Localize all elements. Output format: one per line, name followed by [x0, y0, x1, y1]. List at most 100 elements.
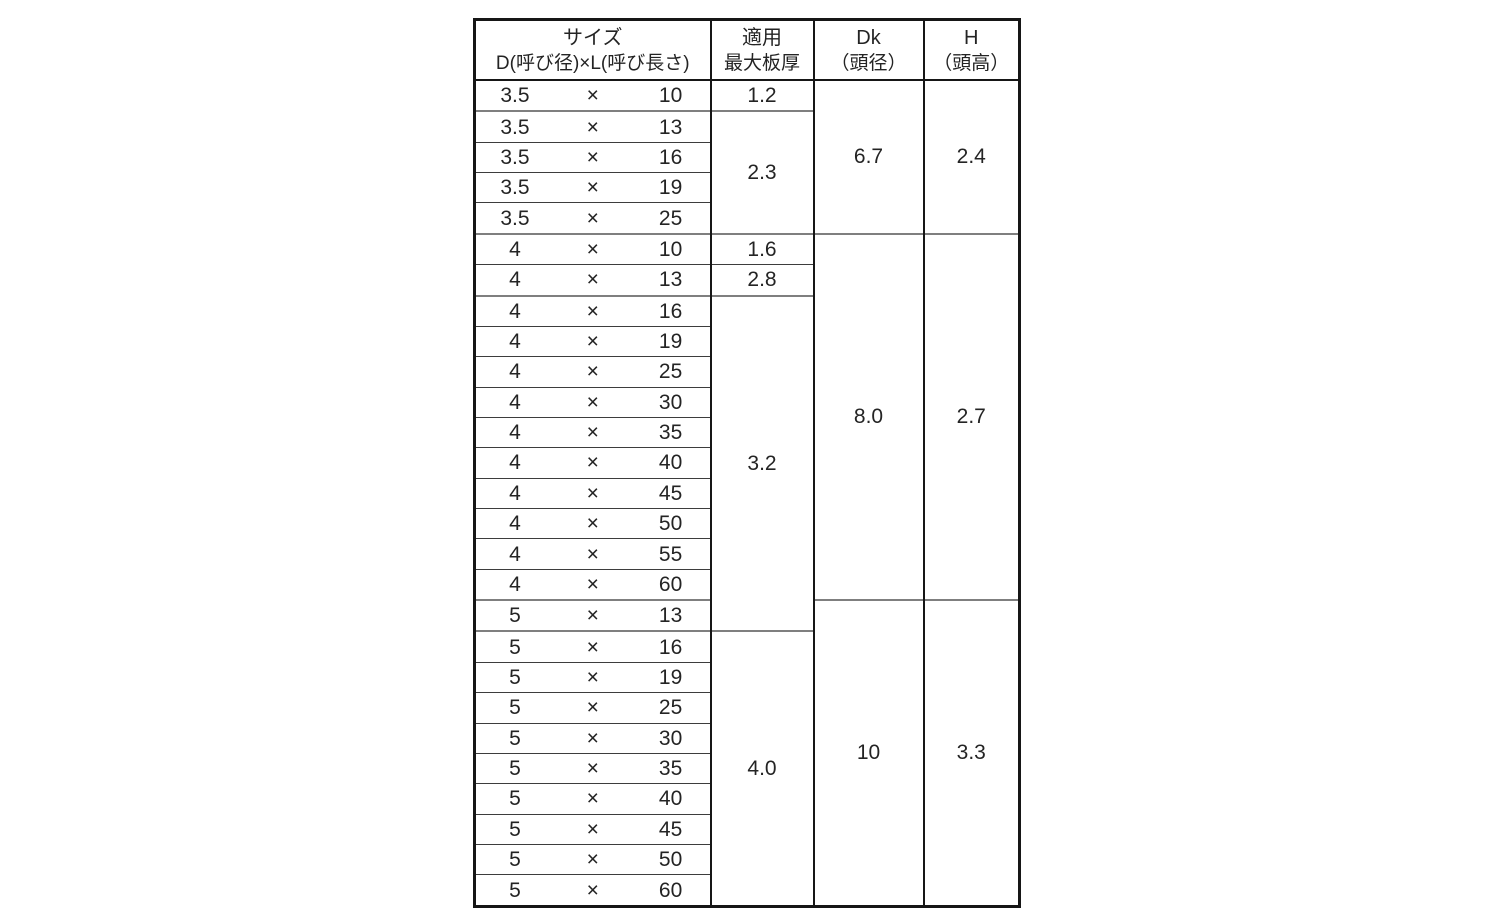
thickness-header-subtitle: 最大板厚 — [723, 53, 800, 74]
size-value: 4 × 16 — [476, 301, 710, 322]
l-value: 45 — [658, 817, 683, 841]
size-cell: 3.5 × 10 — [473, 79, 712, 112]
size-value: 5 × 60 — [476, 880, 710, 901]
size-cell: 4 × 55 — [473, 538, 712, 570]
d-value: 4 — [509, 330, 521, 354]
table-row: 4 × 55 — [473, 538, 1020, 570]
multiply-icon: × — [586, 237, 599, 261]
size-cell: 4 × 10 — [473, 232, 712, 266]
col-header-size: サイズ D(呼び径)×L(呼び長さ) — [473, 19, 712, 81]
size-cell: 5 × 50 — [473, 843, 712, 876]
l-value: 16 — [658, 145, 683, 169]
table-row: 4 × 50 — [473, 508, 1020, 540]
d-value: 3.5 — [500, 206, 530, 230]
l-value: 25 — [658, 696, 683, 720]
multiply-icon: × — [586, 757, 599, 781]
multiply-icon: × — [586, 512, 599, 536]
size-value: 4 × 55 — [476, 544, 710, 565]
multiply-icon: × — [586, 848, 599, 872]
size-value: 3.5 × 16 — [476, 147, 710, 168]
d-value: 5 — [509, 757, 521, 781]
size-cell: 5 × 25 — [473, 692, 712, 724]
l-value: 13 — [658, 268, 683, 292]
l-value: 40 — [658, 451, 683, 475]
multiply-icon: × — [586, 542, 599, 566]
size-value: 5 × 45 — [476, 819, 710, 840]
max-plate-thickness-cell: 1.2 — [709, 79, 815, 112]
l-value: 35 — [658, 421, 683, 445]
d-value: 4 — [509, 299, 521, 323]
size-value: 3.5 × 25 — [476, 208, 710, 229]
d-value: 4 — [509, 451, 521, 475]
multiply-icon: × — [586, 817, 599, 841]
size-value: 4 × 60 — [476, 574, 710, 595]
table-row: 5 × 16 4.0 — [473, 630, 1020, 907]
l-value: 25 — [658, 360, 683, 384]
header-row: サイズ D(呼び径)×L(呼び長さ) 適用 最大板厚 Dk （頭径） H （頭高… — [473, 19, 1021, 81]
size-cell: 4 × 45 — [473, 477, 712, 510]
d-value: 4 — [509, 481, 521, 505]
d-value: 4 — [509, 268, 521, 292]
l-value: 50 — [658, 512, 683, 536]
multiply-icon: × — [586, 268, 599, 292]
size-value: 4 × 30 — [476, 392, 710, 413]
head-height-cell: 2.7 — [922, 232, 1021, 601]
multiply-icon: × — [586, 84, 599, 108]
size-cell: 4 × 30 — [473, 386, 712, 418]
screw-spec-table: サイズ D(呼び径)×L(呼び長さ) 適用 最大板厚 Dk （頭径） H （頭高… — [473, 18, 1021, 908]
size-value: 5 × 13 — [476, 605, 710, 626]
multiply-icon: × — [586, 481, 599, 505]
multiply-icon: × — [586, 330, 599, 354]
table-row: 5 × 19 — [473, 661, 1020, 694]
l-value: 19 — [658, 666, 683, 689]
d-value: 4 — [509, 360, 521, 384]
d-value: 5 — [509, 696, 521, 720]
multiply-icon: × — [586, 176, 599, 200]
multiply-icon: × — [586, 604, 599, 628]
spec-table-header: サイズ D(呼び径)×L(呼び長さ) 適用 最大板厚 Dk （頭径） H （頭高… — [473, 19, 1021, 81]
multiply-icon: × — [586, 360, 599, 384]
d-value: 5 — [509, 878, 521, 902]
size-cell: 4 × 19 — [473, 325, 712, 358]
multiply-icon: × — [586, 696, 599, 720]
size-value: 4 × 40 — [476, 452, 710, 473]
size-cell: 5 × 16 — [473, 630, 712, 663]
size-value: 4 × 35 — [476, 422, 710, 443]
size-cell: 4 × 50 — [473, 508, 712, 540]
table-row: 5 × 45 — [473, 813, 1020, 845]
head-height-cell: 3.3 — [922, 599, 1021, 907]
multiply-icon: × — [586, 421, 599, 445]
d-value: 4 — [509, 237, 521, 261]
l-value: 30 — [658, 726, 683, 750]
l-value: 40 — [658, 787, 683, 811]
size-cell: 5 × 35 — [473, 752, 712, 785]
size-cell: 4 × 13 — [473, 264, 712, 297]
multiply-icon: × — [586, 787, 599, 811]
d-value: 4 — [509, 572, 521, 596]
l-value: 19 — [658, 176, 683, 200]
d-value: 5 — [509, 635, 521, 659]
l-value: 13 — [658, 604, 683, 628]
l-value: 60 — [658, 572, 683, 596]
size-value: 4 × 10 — [476, 239, 710, 260]
spec-table-body: 3.5 × 10 1.2 6.7 2.4 3.5 × 13 2.3 3.5 × 16 3.5 × 19 3.5 ×… — [473, 79, 1021, 907]
multiply-icon: × — [586, 145, 599, 169]
h-header-title: H — [964, 27, 979, 49]
size-cell: 5 × 40 — [473, 783, 712, 815]
table-row: 3.5 × 13 2.3 — [473, 110, 1020, 235]
d-value: 4 — [509, 421, 521, 445]
max-plate-thickness-cell: 3.2 — [709, 294, 815, 632]
l-value: 45 — [658, 481, 683, 505]
multiply-icon: × — [586, 666, 599, 689]
size-header-subtitle: D(呼び径)×L(呼び長さ) — [495, 53, 690, 74]
table-row: 5 × 40 — [473, 783, 1020, 815]
size-value: 5 × 19 — [476, 667, 710, 688]
size-value: 4 × 13 — [476, 269, 710, 290]
dk-header-subtitle: （頭径） — [830, 53, 907, 74]
d-value: 4 — [509, 512, 521, 536]
l-value: 13 — [658, 115, 683, 139]
max-plate-thickness-cell: 1.6 — [709, 232, 815, 266]
head-diameter-cell: 8.0 — [812, 232, 925, 601]
l-value: 60 — [658, 878, 683, 902]
table-row: 4 × 10 1.6 8.0 2.7 — [473, 232, 1021, 601]
